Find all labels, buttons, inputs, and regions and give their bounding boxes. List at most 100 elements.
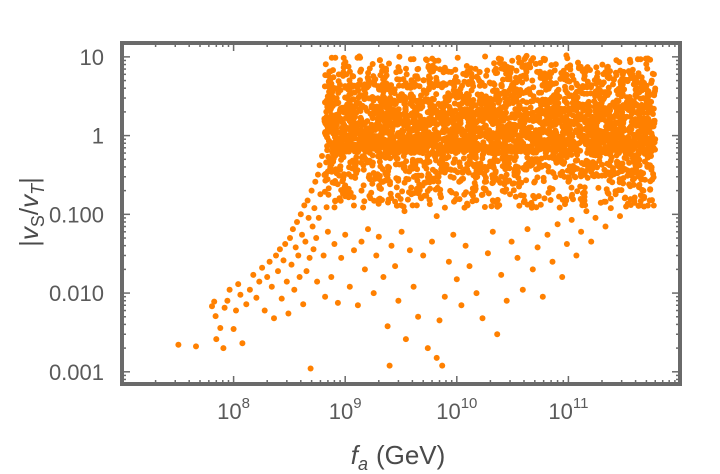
data-point xyxy=(487,80,494,87)
data-point xyxy=(585,146,592,153)
data-point xyxy=(324,228,331,235)
data-point xyxy=(401,121,407,127)
data-point xyxy=(368,137,375,144)
data-point xyxy=(631,135,638,141)
data-point xyxy=(489,228,496,235)
data-point xyxy=(621,154,628,161)
data-point xyxy=(491,87,498,94)
data-point xyxy=(373,139,380,146)
data-point xyxy=(651,117,658,124)
data-point xyxy=(479,117,486,124)
data-point xyxy=(648,130,655,137)
data-point xyxy=(332,152,339,159)
data-point xyxy=(399,161,406,168)
data-point xyxy=(484,250,491,257)
data-point xyxy=(375,233,382,240)
data-point xyxy=(587,90,594,97)
data-point xyxy=(388,89,395,96)
data-point xyxy=(615,91,622,98)
data-point xyxy=(338,151,345,158)
data-point xyxy=(331,180,338,186)
data-point xyxy=(490,102,497,108)
y-axis-den: v xyxy=(14,193,44,208)
data-point xyxy=(350,202,357,209)
data-point xyxy=(604,70,611,77)
data-point xyxy=(493,157,500,164)
data-point xyxy=(458,302,465,309)
data-point xyxy=(503,91,510,98)
data-point xyxy=(600,140,607,147)
data-point xyxy=(641,158,648,165)
data-point xyxy=(336,195,343,202)
data-point xyxy=(448,189,455,196)
data-point xyxy=(493,92,500,99)
data-point xyxy=(434,121,441,128)
data-point xyxy=(250,271,257,278)
data-point xyxy=(425,129,432,136)
data-point xyxy=(492,132,498,139)
data-point xyxy=(529,138,536,145)
data-point xyxy=(499,131,505,138)
data-point xyxy=(380,274,387,280)
data-point xyxy=(353,159,360,166)
data-point xyxy=(582,141,589,148)
data-point xyxy=(537,201,544,208)
data-point xyxy=(404,84,411,91)
data-point xyxy=(536,89,542,96)
data-point xyxy=(460,141,467,148)
data-point xyxy=(563,71,570,78)
data-point xyxy=(297,211,304,218)
data-point xyxy=(336,172,343,179)
data-point xyxy=(468,104,475,111)
data-point xyxy=(401,100,408,107)
data-point xyxy=(606,89,613,96)
data-point xyxy=(572,91,579,98)
data-point xyxy=(433,77,440,84)
data-point xyxy=(614,158,620,165)
data-point xyxy=(410,116,417,123)
data-point xyxy=(641,203,647,210)
data-point xyxy=(638,101,645,108)
data-point xyxy=(395,297,402,304)
data-point xyxy=(644,163,651,170)
data-point xyxy=(350,129,357,136)
data-point xyxy=(413,202,420,209)
data-point xyxy=(393,69,400,76)
data-point xyxy=(548,145,554,152)
data-point xyxy=(378,151,385,158)
data-point xyxy=(561,159,568,166)
data-point xyxy=(492,168,499,175)
data-point xyxy=(585,117,592,124)
data-point xyxy=(360,204,367,211)
data-point xyxy=(468,190,475,197)
data-point xyxy=(426,201,433,208)
data-point xyxy=(406,130,413,137)
data-point xyxy=(333,118,340,125)
data-point xyxy=(573,252,580,259)
data-point xyxy=(321,83,328,90)
data-point xyxy=(627,123,634,130)
data-point xyxy=(377,116,384,123)
data-point xyxy=(443,161,450,168)
data-point xyxy=(456,196,463,203)
data-point xyxy=(559,72,566,79)
data-point xyxy=(504,96,511,103)
data-point xyxy=(325,137,332,144)
data-point xyxy=(332,131,339,138)
data-point xyxy=(510,123,517,130)
data-point xyxy=(317,191,324,198)
data-point xyxy=(386,60,392,67)
data-point xyxy=(579,190,586,197)
data-point xyxy=(344,95,351,102)
data-point xyxy=(322,61,329,68)
data-point xyxy=(513,74,519,81)
data-point xyxy=(534,146,541,153)
data-point xyxy=(437,186,444,193)
data-point xyxy=(615,98,622,104)
data-point xyxy=(533,204,540,211)
data-point xyxy=(311,205,318,212)
data-point xyxy=(392,263,399,270)
data-point xyxy=(620,102,627,109)
data-point xyxy=(361,81,368,88)
data-point xyxy=(416,125,423,132)
